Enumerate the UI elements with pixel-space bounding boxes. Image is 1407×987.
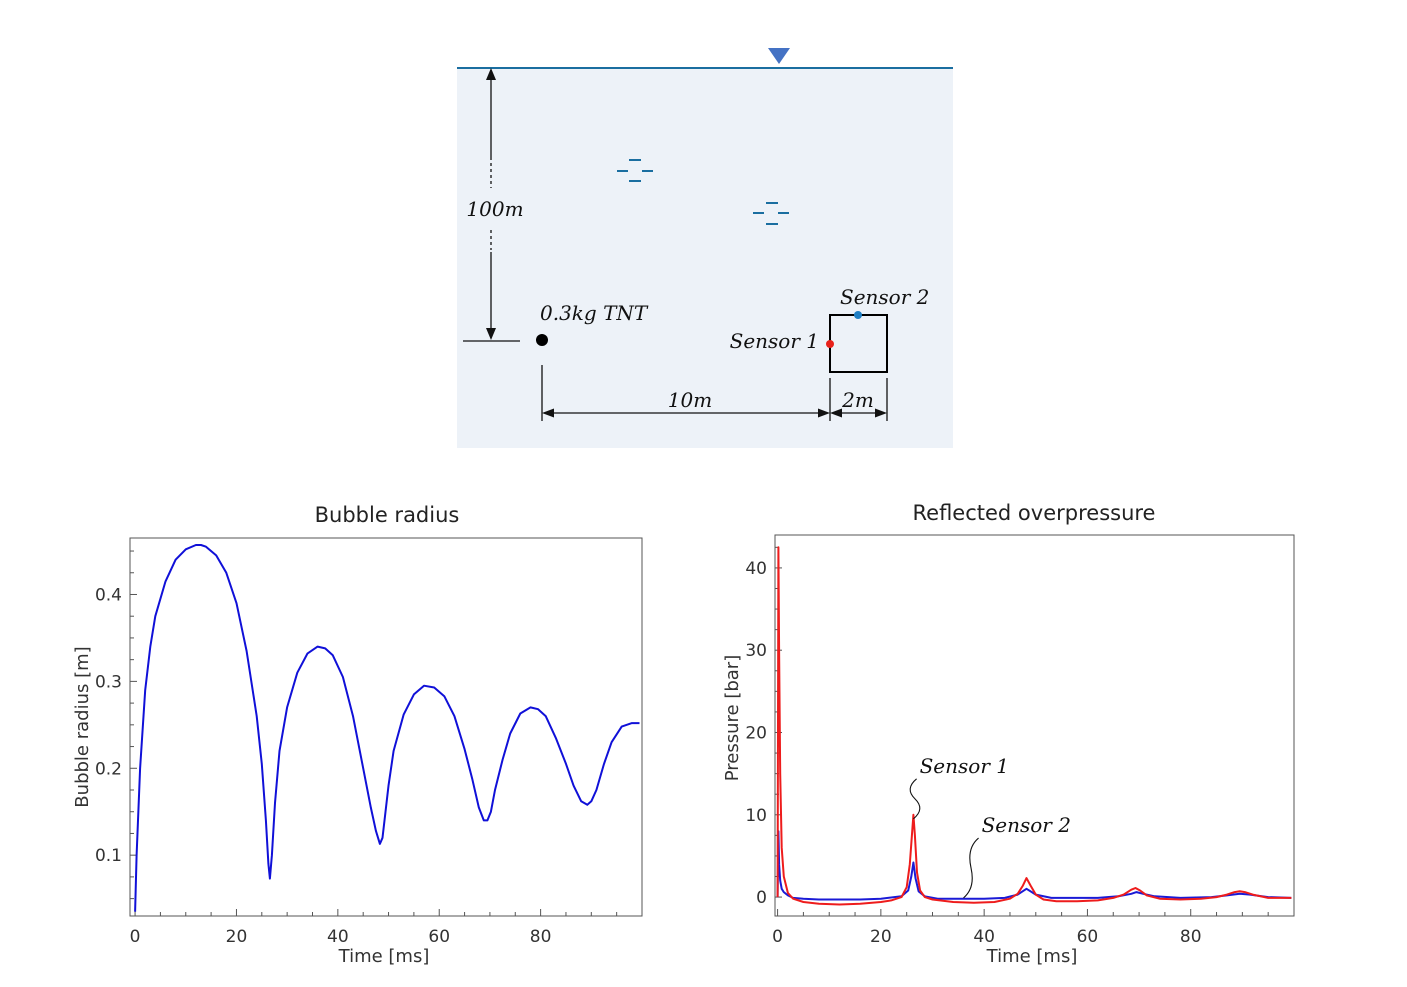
charge-label: 0.3kg TNT — [540, 301, 649, 325]
y-axis-label: Bubble radius [m] — [72, 646, 93, 807]
annotation-label: Sensor 2 — [982, 813, 1071, 837]
chart-series — [134, 544, 640, 912]
x-tick-label: 0 — [772, 927, 783, 947]
y-tick-label: 40 — [745, 559, 767, 579]
distance-label: 10m — [668, 388, 712, 412]
x-tick-label: 20 — [226, 927, 248, 947]
water-level-marker-icon — [768, 48, 790, 64]
y-tick-label: 0.1 — [95, 846, 122, 866]
y-tick-label: 20 — [745, 723, 767, 743]
x-tick-label: 60 — [1077, 927, 1099, 947]
sensor1-marker — [826, 340, 834, 348]
series-line-sensor-2 — [776, 830, 1292, 901]
chart-title: Reflected overpressure — [913, 501, 1156, 525]
charge-marker — [536, 334, 548, 346]
annotation-leader — [963, 837, 979, 899]
y-tick-label: 10 — [745, 806, 767, 826]
x-axis-label: Time [ms] — [338, 946, 430, 967]
y-tick-label: 0.3 — [95, 672, 122, 692]
x-axis-label: Time [ms] — [986, 946, 1078, 967]
series-line-0 — [134, 544, 640, 912]
y-tick-label: 0.4 — [95, 585, 122, 605]
water-region — [457, 68, 953, 448]
water-symbol-icon — [753, 202, 789, 225]
x-tick-label: 0 — [130, 927, 141, 947]
x-tick-label: 20 — [870, 927, 892, 947]
depth-dimension-arrow — [463, 68, 520, 342]
plot-frame — [774, 534, 1295, 917]
chart-annotations: Sensor 1 Sensor 2 — [909, 754, 1071, 899]
sensor2-label: Sensor 2 — [840, 285, 929, 309]
x-tick-label: 40 — [973, 927, 995, 947]
annotation-label: Sensor 1 — [920, 754, 1009, 778]
y-axis-label: Pressure [bar] — [722, 655, 743, 781]
y-tick-label: 30 — [745, 641, 767, 661]
setup-diagram: 100m 0.3kg TNT Sensor 1 Sensor 2 10m 2m — [457, 48, 953, 448]
x-tick-label: 80 — [530, 927, 552, 947]
chart-series — [776, 546, 1292, 906]
axis-ticks: 0 20 40 60 80 0 10 20 30 40 — [745, 546, 1295, 947]
sensor2-marker — [854, 311, 862, 319]
axis-ticks: 0 20 40 60 80 0.1 0.2 0.3 0.4 — [95, 550, 643, 947]
series-line-sensor-1 — [776, 546, 1292, 906]
distance-dimension-arrow — [541, 365, 888, 421]
bubble-radius-chart: Bubble radius 0 20 40 60 80 0.1 0.2 0.3 0.4 Time… — [72, 503, 643, 967]
y-tick-label: 0.2 — [95, 759, 122, 779]
x-tick-label: 80 — [1180, 927, 1202, 947]
x-tick-label: 60 — [428, 927, 450, 947]
annotation-leader — [909, 778, 921, 820]
chart-title: Bubble radius — [315, 503, 460, 527]
x-tick-label: 40 — [327, 927, 349, 947]
depth-label: 100m — [466, 197, 523, 221]
sensor1-label: Sensor 1 — [730, 329, 819, 353]
overpressure-chart: Reflected overpressure 0 20 40 60 80 0 10 20 30 4… — [722, 501, 1295, 967]
width-label: 2m — [841, 388, 874, 412]
plot-frame — [129, 537, 643, 917]
y-tick-label: 0 — [756, 888, 767, 908]
water-symbol-icon — [617, 159, 653, 182]
